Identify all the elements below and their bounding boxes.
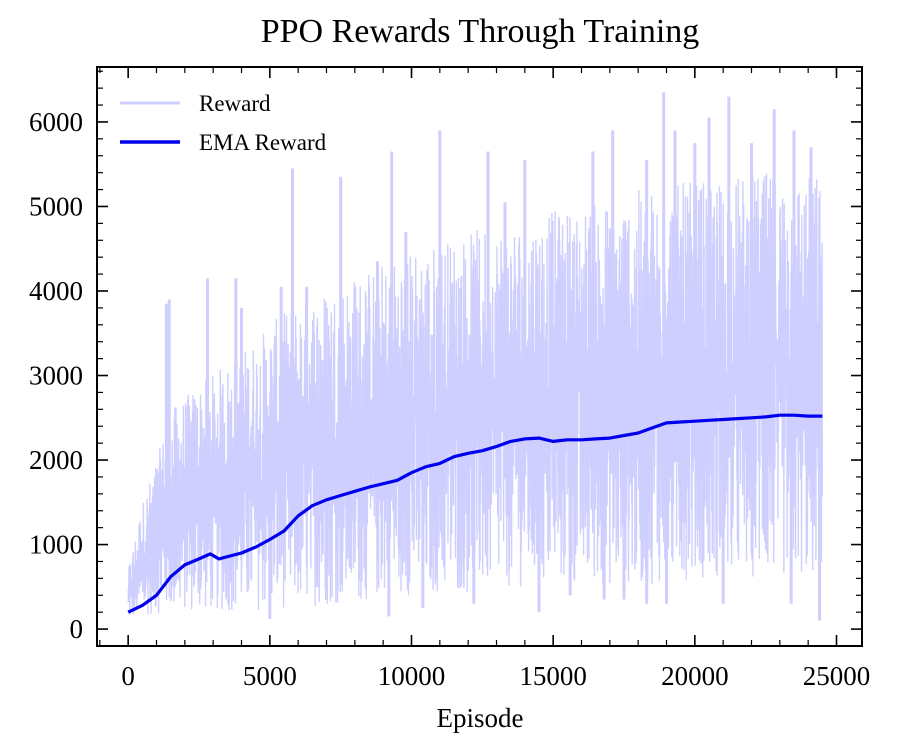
axes: 0 5000 10000 15000 20000 25000 0 1000 2000 3000 40…: [29, 66, 871, 691]
x-tick-label: 20000: [661, 661, 729, 691]
plot-frame: [96, 66, 863, 647]
legend: Reward EMA Reward: [120, 91, 327, 155]
ema-reward-line: [127, 413, 823, 614]
y-tick-label: 1000: [29, 530, 83, 560]
y-tick-label: 5000: [29, 191, 83, 221]
chart-title: PPO Rewards Through Training: [261, 13, 700, 50]
x-tick-label: 5000: [243, 661, 297, 691]
y-tick-label: 0: [70, 614, 84, 644]
plot-area: [127, 92, 823, 621]
legend-label-ema-reward: EMA Reward: [199, 130, 327, 155]
x-tick-label: 25000: [803, 661, 871, 691]
y-tick-label: 3000: [29, 361, 83, 391]
y-tick-label: 4000: [29, 276, 83, 306]
y-tick-label: 6000: [29, 107, 83, 137]
legend-label-reward: Reward: [199, 91, 271, 116]
x-tick-label: 0: [121, 661, 135, 691]
x-tick-label: 10000: [378, 661, 446, 691]
x-tick-label: 15000: [519, 661, 587, 691]
x-axis-label: Episode: [437, 703, 524, 733]
y-tick-label: 2000: [29, 445, 83, 475]
